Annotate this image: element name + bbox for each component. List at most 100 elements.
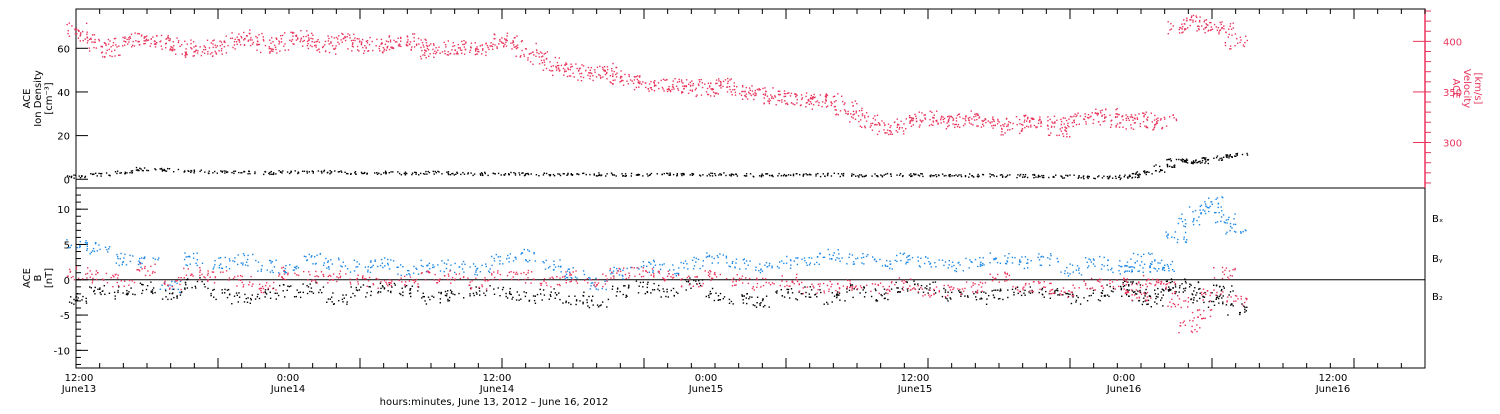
field-000000-point [184,277,206,290]
field-axis-label: B [33,274,44,281]
density-point [184,170,206,174]
field-000000-point [231,292,253,304]
x-date-label: June15 [688,384,724,395]
field-1e88e5-point [232,253,253,266]
field-1e88e5-point [1085,256,1105,270]
field-1e88e5-point [421,260,443,273]
field-e8365d-point [1178,320,1200,334]
field-e8365d-point [894,277,916,291]
density-point [1143,169,1165,173]
velocity-point [621,74,644,88]
density-point [1016,174,1035,179]
field-1e88e5-point [755,262,773,273]
field-e8365d-point [1192,309,1212,319]
velocity-point [574,67,596,82]
x-date-label: June16 [1106,384,1142,395]
velocity-point [493,33,514,48]
density-point [1213,155,1235,159]
field-1e88e5-point [184,252,203,266]
velocity-point [376,39,395,52]
field-e8365d-point [1213,267,1236,280]
field-000000-point [140,281,156,294]
field-000000-point [1142,295,1164,307]
field-000000-point [469,285,491,297]
field-e8365d-point [847,280,868,291]
field-e8365d-point [89,270,111,283]
velocity-point [704,80,728,95]
field-1e88e5-point [1142,261,1165,273]
field-e8365d-point [1038,281,1055,295]
density-point [208,170,228,174]
field-1e88e5-point [1165,231,1187,243]
field-e8365d-point [136,263,155,276]
field-1e88e5-point [213,257,231,270]
x-tick-label: 12:00 [1319,373,1348,384]
density-point [989,173,1010,178]
x-date-label: June14 [270,384,306,395]
density-point [896,173,916,177]
density-point [420,171,443,175]
velocity-point [1095,108,1118,123]
velocity-point [753,87,774,101]
field-000000-point [445,290,465,302]
field-1e88e5-point [444,259,466,273]
field-000000-point [399,285,419,297]
velocity-point [256,39,277,54]
field-axis-label: ACE [22,268,33,288]
velocity-point [314,40,337,55]
field-1e88e5-point [872,256,893,269]
density-point [397,171,419,175]
field-1e88e5-point [160,281,182,293]
field-e8365d-point [207,270,230,283]
density-point [753,173,774,177]
density-point [729,173,751,177]
velocity-point [113,36,134,51]
field-e8365d-point [350,275,371,287]
field-000000-point [706,288,726,301]
field-1e88e5-point [565,267,586,280]
field-1e88e5-point [1130,252,1153,266]
field-1e88e5-point [469,263,491,275]
field-000000-point [798,286,821,298]
velocity-point [337,33,361,48]
field-000000-point [350,284,372,298]
field-e8365d-point [990,272,1011,283]
density-point [563,173,585,176]
velocity-point [894,118,914,130]
velocity-point [1130,112,1152,126]
velocity-point [137,33,157,45]
density-point [942,174,962,178]
x-tick-label: 0:00 [1113,373,1135,384]
field-e8365d-point [303,271,325,284]
field-1e88e5-point [515,249,537,263]
velocity-point [1119,115,1141,130]
field-e8365d-point [780,274,799,287]
field-000000-point [751,296,770,308]
field-1e88e5-point [1189,203,1211,214]
velocity-point [953,113,976,126]
field-e8365d-point [944,285,965,298]
velocity-point [741,85,761,100]
field-1e88e5-point [1012,256,1032,269]
velocity-point [1214,23,1236,36]
velocity-point [658,78,680,92]
field-e8365d-point [112,274,135,288]
velocity-point [1204,19,1224,34]
field-000000-point [657,285,678,298]
field-e8365d-point [540,276,561,288]
field-e8365d-point [799,282,821,295]
field-000000-point [1179,281,1201,293]
field-1e88e5-point [373,257,395,269]
field-000000-point [421,292,442,305]
field-e8365d-point [327,270,346,283]
velocity-point [432,42,455,56]
velocity-point [870,120,891,135]
field-tick-label: 5 [64,240,70,251]
field-e8365d-point [183,267,206,280]
velocity-point [89,39,111,54]
density-point [1035,175,1056,179]
velocity-point [964,110,986,125]
field-e8365d-point [918,285,941,298]
velocity-point [125,32,148,47]
